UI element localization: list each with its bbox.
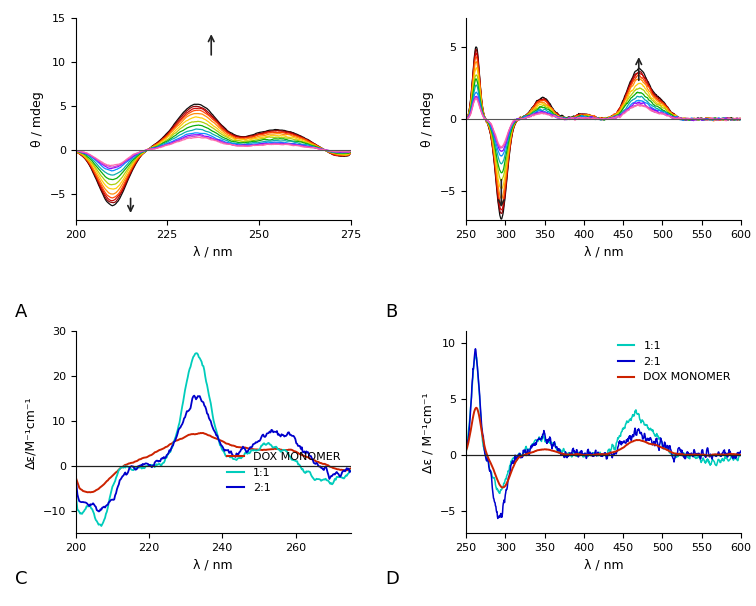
Text: A: A	[15, 303, 27, 321]
Y-axis label: θ / mdeg: θ / mdeg	[31, 92, 44, 147]
X-axis label: λ / nm: λ / nm	[584, 559, 623, 571]
X-axis label: λ / nm: λ / nm	[584, 245, 623, 258]
Y-axis label: Δε / M⁻¹cm⁻¹: Δε / M⁻¹cm⁻¹	[421, 392, 434, 473]
Y-axis label: θ / mdeg: θ / mdeg	[421, 92, 434, 147]
Text: C: C	[15, 570, 28, 588]
X-axis label: λ / nm: λ / nm	[194, 559, 233, 571]
Text: B: B	[386, 303, 398, 321]
Legend: DOX MONOMER, 1:1, 2:1: DOX MONOMER, 1:1, 2:1	[223, 448, 345, 498]
X-axis label: λ / nm: λ / nm	[194, 245, 233, 258]
Y-axis label: Δε/M⁻¹cm⁻¹: Δε/M⁻¹cm⁻¹	[24, 396, 37, 468]
Text: D: D	[386, 570, 399, 588]
Legend: 1:1, 2:1, DOX MONOMER: 1:1, 2:1, DOX MONOMER	[613, 337, 736, 387]
